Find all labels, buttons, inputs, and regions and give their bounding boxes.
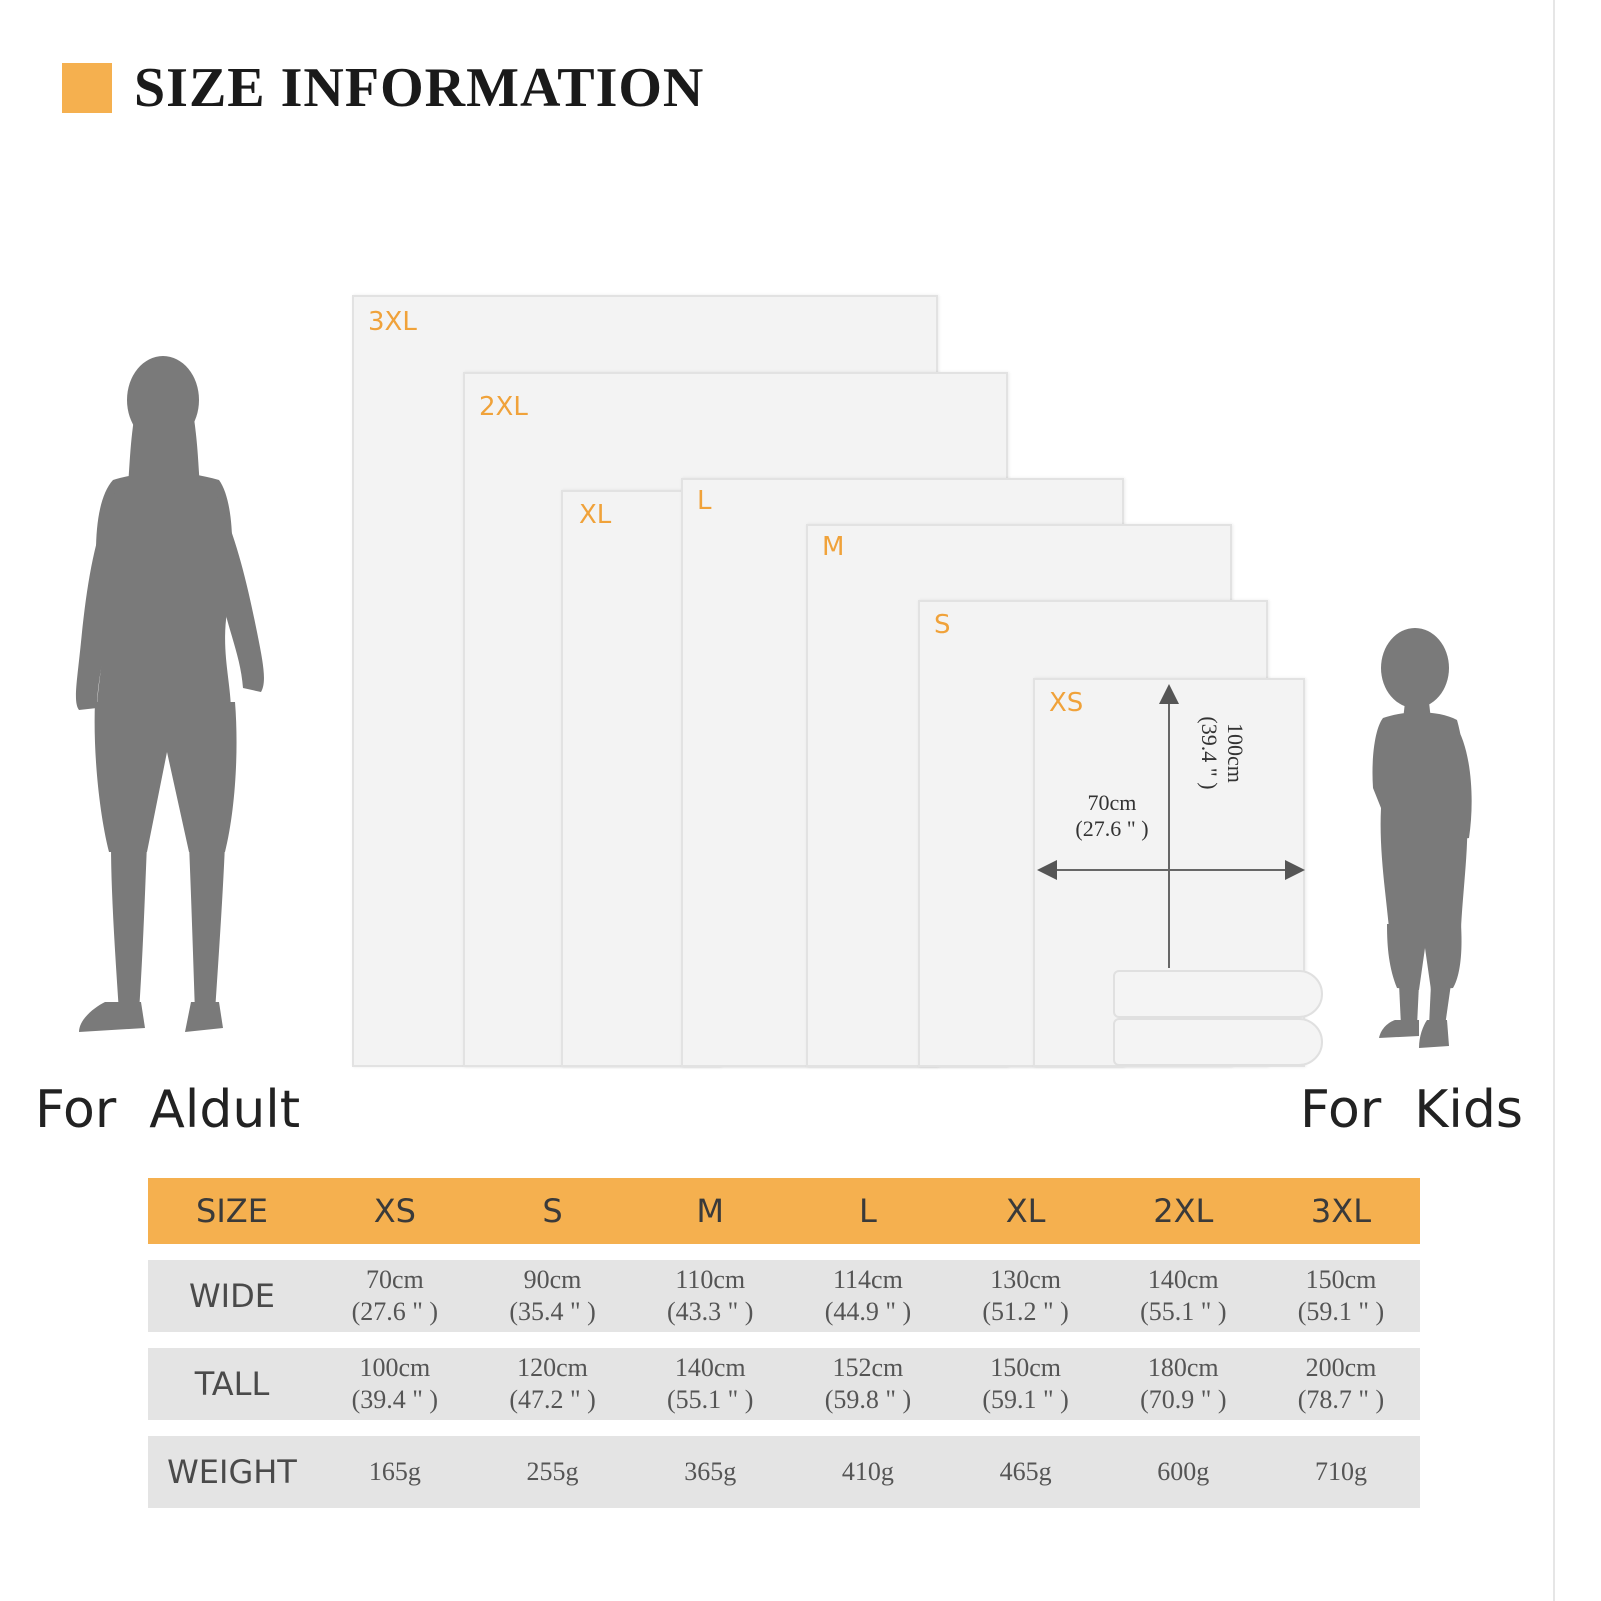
wide-m-in: (43.3 " ) [667, 1297, 754, 1326]
blanket-label-s: S [934, 610, 951, 640]
blanket-label-xl: XL [579, 500, 612, 530]
tall-m: 140cm (55.1 " ) [631, 1352, 789, 1416]
tall-l-in: (59.8 " ) [824, 1385, 912, 1414]
header-size-2xl: 2XL [1153, 1192, 1214, 1230]
tall-s: 120cm (47.2 " ) [474, 1352, 632, 1416]
tall-xs-in: (39.4 " ) [351, 1385, 439, 1414]
blanket-label-l: L [697, 486, 712, 516]
caption-for-adult: For Aldult [35, 1080, 301, 1140]
tall-2xl: 180cm (70.9 " ) [1104, 1352, 1262, 1416]
tall-3xl-in: (78.7 " ) [1297, 1385, 1385, 1414]
header-size-s: S [542, 1192, 563, 1230]
rolled-blanket-bottom [1113, 1018, 1323, 1066]
header-size-l: L [858, 1192, 877, 1230]
wide-m-cm: 110cm [675, 1265, 746, 1294]
wide-xs-in: (27.6 " ) [351, 1297, 439, 1326]
height-dimension-label: 100cm (39.4 " ) [1196, 703, 1248, 803]
wide-s-in: (35.4 " ) [509, 1297, 596, 1326]
row-label-weight: WEIGHT [167, 1453, 297, 1491]
wide-xl-in: (51.2 " ) [982, 1297, 1069, 1326]
wide-m: 110cm (43.3 " ) [631, 1264, 789, 1328]
blanket-label-m: M [822, 532, 845, 562]
adult-silhouette-icon [75, 356, 264, 1032]
rolled-blankets [1113, 970, 1323, 1070]
tall-xl-cm: 150cm [990, 1353, 1061, 1382]
tall-m-cm: 140cm [674, 1353, 746, 1382]
weight-s: 255g [526, 1457, 579, 1486]
blanket-label-2xl: 2XL [479, 392, 528, 422]
size-table-header: SIZE XS S M L XL 2XL 3XL [148, 1178, 1420, 1244]
height-cm: 100cm [1223, 723, 1248, 783]
weight-3xl: 710g [1314, 1457, 1367, 1486]
wide-2xl-cm: 140cm [1147, 1265, 1219, 1294]
tall-xs-cm: 100cm [359, 1353, 431, 1382]
wide-2xl-in: (55.1 " ) [1140, 1297, 1227, 1326]
table-row-wide: WIDE 70cm (27.6 " ) 90cm (35.4 " ) 110cm (4… [148, 1260, 1420, 1332]
section-header: SIZE INFORMATION [62, 57, 704, 119]
header-size-3xl: 3XL [1310, 1192, 1372, 1230]
wide-3xl-cm: 150cm [1305, 1265, 1377, 1294]
wide-xl: 130cm (51.2 " ) [947, 1264, 1105, 1328]
weight-m: 365g [684, 1457, 737, 1486]
weight-xl: 465g [999, 1457, 1052, 1486]
tall-2xl-in: (70.9 " ) [1140, 1385, 1227, 1414]
wide-2xl: 140cm (55.1 " ) [1104, 1264, 1262, 1328]
width-dimension-label: 70cm (27.6 " ) [1062, 790, 1162, 842]
wide-xl-cm: 130cm [990, 1265, 1061, 1294]
header-size-m: M [696, 1192, 725, 1230]
wide-l-in: (44.9 " ) [824, 1297, 912, 1326]
wide-l: 114cm (44.9 " ) [789, 1264, 947, 1328]
tall-2xl-cm: 180cm [1147, 1353, 1219, 1382]
wide-3xl-in: (59.1 " ) [1297, 1297, 1385, 1326]
wide-xs: 70cm (27.6 " ) [316, 1264, 474, 1328]
tall-l: 152cm (59.8 " ) [789, 1352, 947, 1416]
width-in: (27.6 " ) [1075, 816, 1149, 841]
blanket-label-xs: XS [1049, 688, 1084, 718]
wide-3xl: 150cm (59.1 " ) [1262, 1264, 1420, 1328]
tall-xl-in: (59.1 " ) [982, 1385, 1069, 1414]
weight-2xl: 600g [1157, 1457, 1210, 1486]
header-size-xs: XS [373, 1192, 416, 1230]
wide-s-cm: 90cm [523, 1265, 582, 1294]
page-title: SIZE INFORMATION [134, 57, 705, 119]
wide-xs-cm: 70cm [365, 1265, 424, 1294]
tall-s-in: (47.2 " ) [509, 1385, 596, 1414]
kid-silhouette-icon [1372, 628, 1472, 1048]
tall-l-cm: 152cm [832, 1353, 904, 1382]
table-row-tall: TALL 100cm (39.4 " ) 120cm (47.2 " ) 140cm… [148, 1348, 1420, 1420]
size-table: SIZE XS S M L XL 2XL 3XL WIDE 70cm (27.6 … [148, 1178, 1420, 1524]
tall-3xl-cm: 200cm [1305, 1353, 1377, 1382]
rolled-blanket-top [1113, 970, 1323, 1018]
wide-l-cm: 114cm [833, 1265, 903, 1294]
tall-s-cm: 120cm [517, 1353, 588, 1382]
weight-l: 410g [841, 1457, 894, 1486]
header-label: SIZE [196, 1192, 268, 1230]
width-cm: 70cm [1087, 790, 1137, 815]
weight-xs: 165g [368, 1457, 421, 1486]
height-in: (39.4 " ) [1197, 716, 1222, 790]
dimension-arrows [1037, 684, 1305, 968]
wide-s: 90cm (35.4 " ) [474, 1264, 632, 1328]
table-row-weight: WEIGHT 165g 255g 365g 410g 465g 600g 710… [148, 1436, 1420, 1508]
row-label-wide: WIDE [189, 1277, 275, 1315]
tall-xs: 100cm (39.4 " ) [316, 1352, 474, 1416]
tall-m-in: (55.1 " ) [667, 1385, 754, 1414]
caption-for-kids: For Kids [1300, 1080, 1523, 1140]
header-accent-square [62, 63, 112, 113]
tall-3xl: 200cm (78.7 " ) [1262, 1352, 1420, 1416]
header-size-xl: XL [1005, 1192, 1046, 1230]
frame-border [1553, 0, 1555, 1601]
blanket-label-3xl: 3XL [368, 307, 417, 337]
row-label-tall: TALL [194, 1365, 270, 1403]
tall-xl: 150cm (59.1 " ) [947, 1352, 1105, 1416]
